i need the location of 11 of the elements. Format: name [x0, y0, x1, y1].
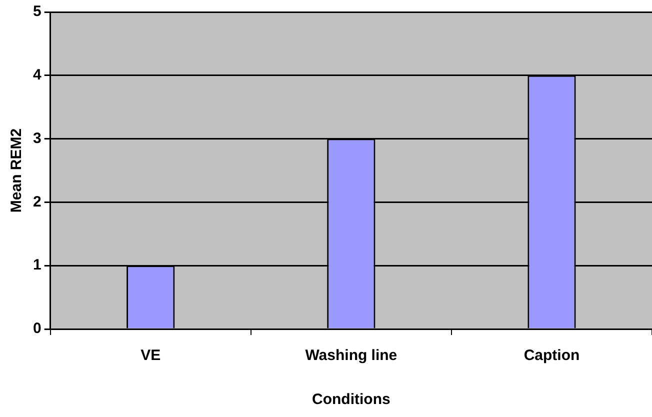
x-tick-label: Caption [524, 347, 580, 364]
y-axis-title: Mean REM2 [8, 128, 26, 213]
y-tick-label: 4 [33, 66, 42, 84]
x-tick-label: Washing line [305, 347, 398, 364]
y-tick-label: 2 [33, 193, 42, 210]
x-tick-label: VE [140, 347, 161, 364]
x-axis-title: Conditions [312, 391, 390, 408]
y-tick-label: 3 [33, 130, 42, 147]
y-tick-label: 0 [33, 320, 42, 338]
y-tick-label: 5 [33, 3, 42, 20]
y-tick-label: 1 [33, 256, 42, 274]
